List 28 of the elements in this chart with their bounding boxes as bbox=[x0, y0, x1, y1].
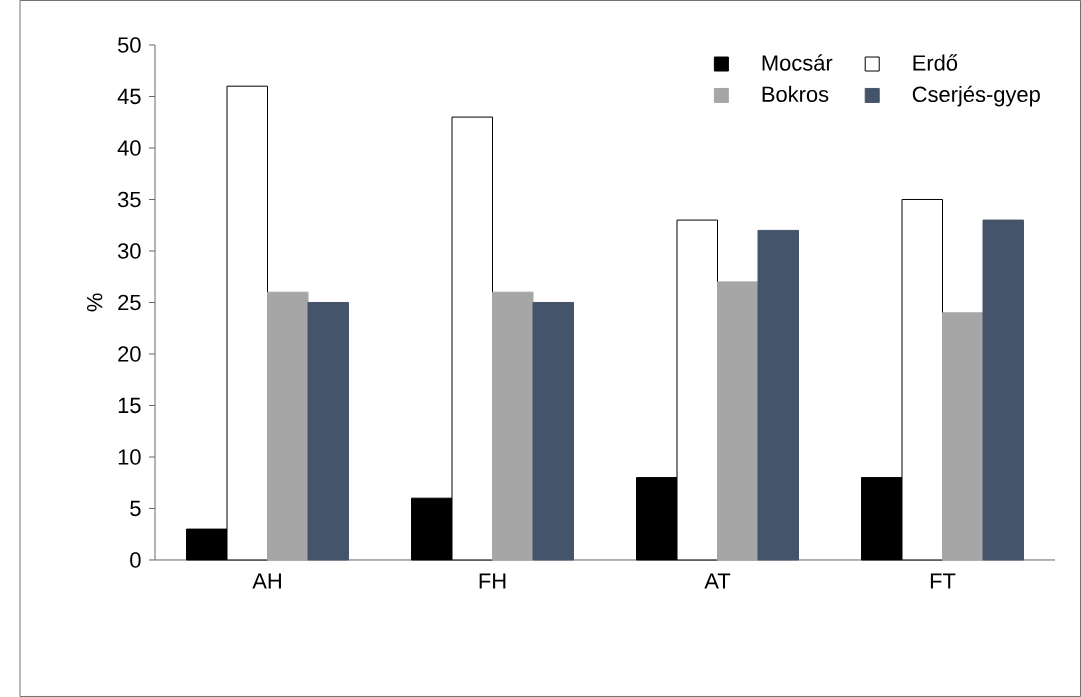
bar bbox=[307, 301, 350, 561]
bar bbox=[532, 301, 575, 561]
y-tick-label: 50 bbox=[118, 37, 141, 53]
x-tick-label: FT bbox=[930, 573, 956, 589]
y-tick-label: 5 bbox=[130, 500, 141, 517]
legend-label: Mocsár bbox=[762, 54, 833, 71]
y-tick-label: 40 bbox=[117, 140, 141, 156]
x-tick-label: AT bbox=[704, 573, 731, 589]
bar bbox=[717, 281, 759, 561]
y-tick-label: 45 bbox=[117, 88, 141, 105]
y-tick-label: 35 bbox=[117, 191, 141, 208]
legend-label: Cserjés-gyep bbox=[912, 85, 1040, 107]
y-tick-label: 0 bbox=[130, 552, 141, 568]
bar bbox=[982, 219, 1025, 561]
y-axis-title: % bbox=[86, 293, 103, 312]
bar bbox=[267, 291, 309, 561]
y-tick-label: 30 bbox=[117, 243, 141, 259]
y-tick-label: 10 bbox=[118, 449, 141, 465]
bar bbox=[492, 291, 534, 561]
bar bbox=[942, 312, 984, 561]
bar bbox=[757, 229, 800, 561]
x-tick-label: AH bbox=[252, 573, 281, 589]
y-tick-label: 15 bbox=[118, 397, 141, 414]
y-tick-label: 25 bbox=[118, 294, 141, 311]
legend-label: Bokros bbox=[762, 85, 829, 102]
x-tick-label: FH bbox=[479, 573, 506, 589]
y-tick-label: 20 bbox=[118, 346, 141, 362]
legend-label: Erdő bbox=[913, 54, 958, 71]
